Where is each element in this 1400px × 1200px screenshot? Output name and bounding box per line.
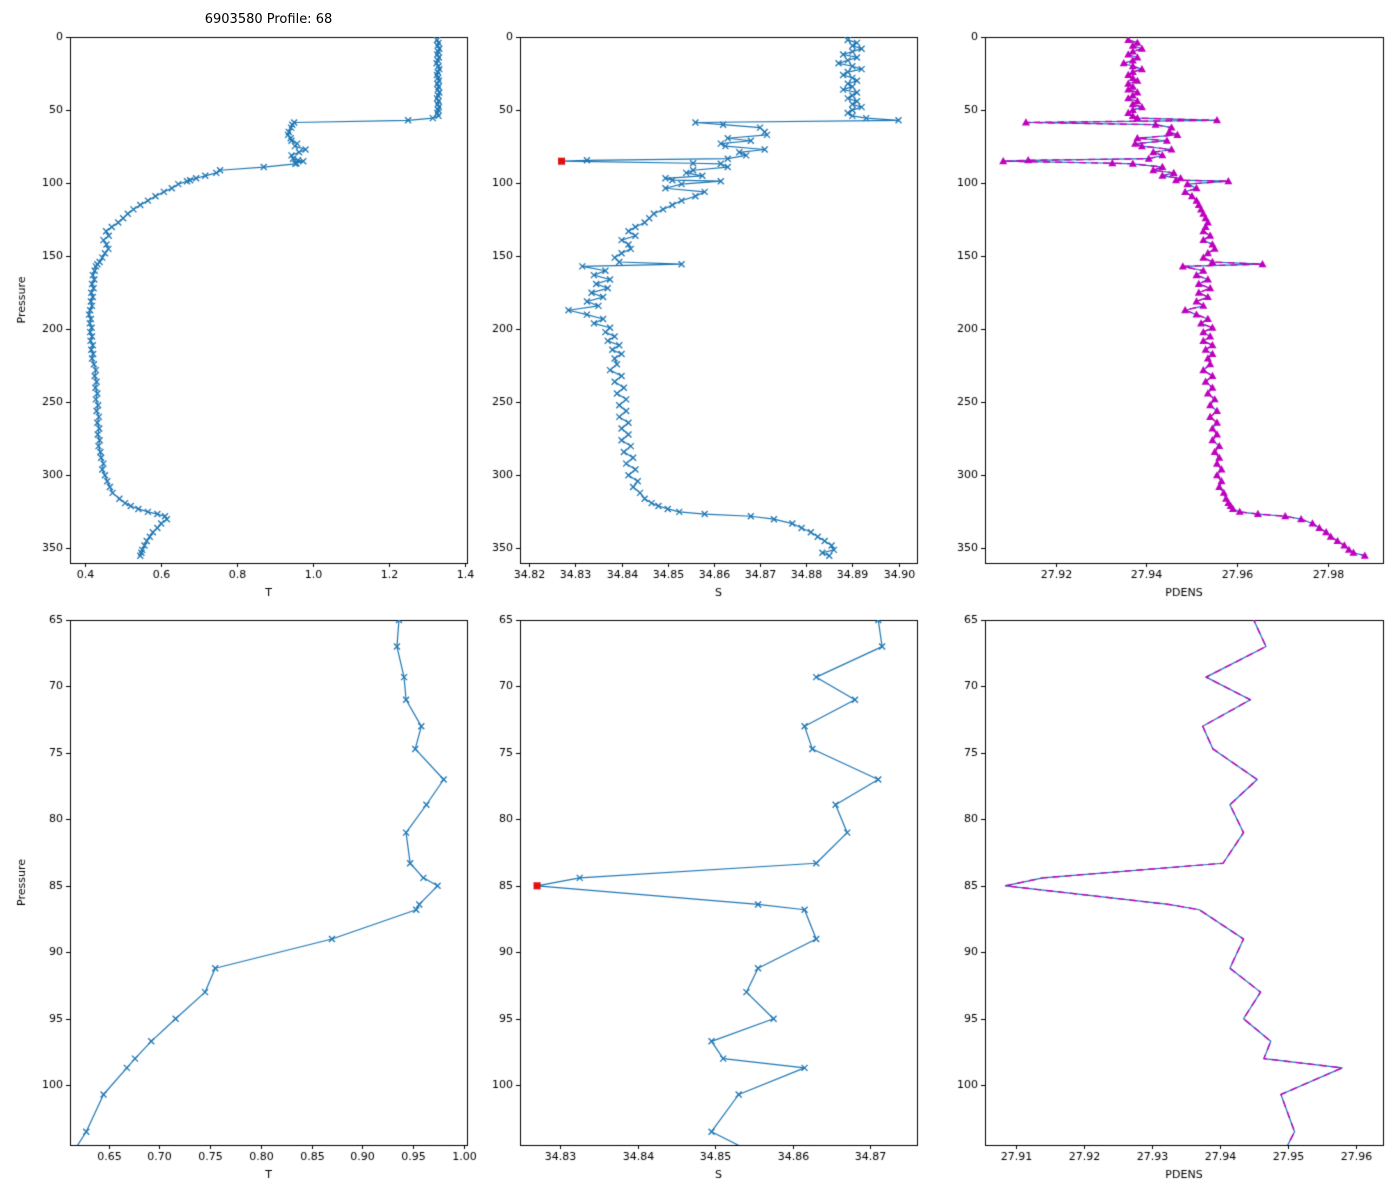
figure-title: 6903580 Profile: 68 [204, 12, 333, 27]
